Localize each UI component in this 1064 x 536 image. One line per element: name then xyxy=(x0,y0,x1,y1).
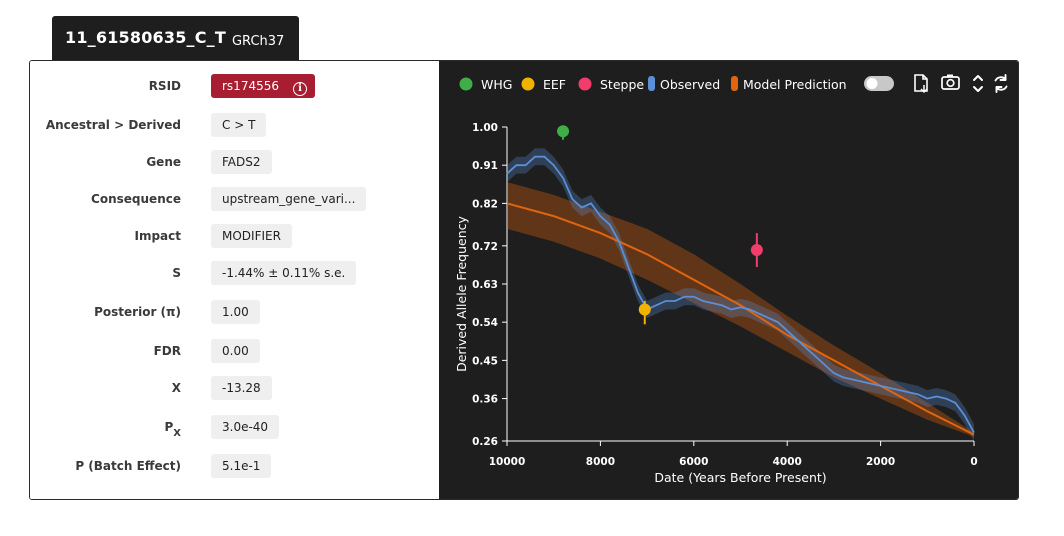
info-row-impact: Impact MODIFIER xyxy=(30,224,439,248)
download-file-icon[interactable] xyxy=(914,74,928,94)
info-row-posterior: Posterior (π) 1.00 xyxy=(30,300,439,324)
expand-collapse-icon[interactable] xyxy=(973,75,983,92)
ancient-point-steppe xyxy=(750,233,763,268)
legend-swatch xyxy=(648,76,655,91)
info-label-s: S xyxy=(172,266,181,280)
legend-label: EEF xyxy=(543,77,566,92)
refresh-icon[interactable] xyxy=(994,74,1008,93)
legend-swatch xyxy=(578,77,592,91)
px-label-main: P xyxy=(164,420,174,434)
legend-label: WHG xyxy=(481,77,512,92)
y-tick-label: 0.54 xyxy=(472,317,498,329)
info-value-impact: MODIFIER xyxy=(211,224,292,248)
info-label-x: X xyxy=(171,381,181,395)
info-value-gene: FADS2 xyxy=(211,150,272,174)
info-label-batch-effect: P (Batch Effect) xyxy=(75,459,181,473)
info-value-consequence: upstream_gene_vari... xyxy=(211,187,367,211)
info-row-batch-effect: P (Batch Effect) 5.1e-1 xyxy=(30,454,439,478)
info-label-fdr: FDR xyxy=(153,344,181,358)
info-row-ancestral-derived: Ancestral > Derived C > T xyxy=(30,113,439,137)
info-row-x: X -13.28 xyxy=(30,376,439,400)
legend-item-eef[interactable]: EEF xyxy=(521,77,567,92)
variant-info-panel: RSID rs174556 i Ancestral > Derived C > T… xyxy=(30,61,439,499)
legend-label: Steppe xyxy=(600,77,644,92)
y-axis-title: Derived Allele Frequency xyxy=(454,215,469,371)
chart-toolbar xyxy=(864,74,1008,94)
x-tick-label: 8000 xyxy=(586,456,615,468)
info-label-consequence: Consequence xyxy=(91,192,181,206)
info-icon[interactable]: i xyxy=(293,82,307,96)
y-tick-label: 0.91 xyxy=(472,160,498,172)
info-row-gene: Gene FADS2 xyxy=(30,150,439,174)
y-tick-label: 0.72 xyxy=(472,241,498,253)
ancient-point-marker xyxy=(638,303,651,316)
info-value-fdr: 0.00 xyxy=(211,339,260,363)
legend-swatch xyxy=(731,76,738,91)
info-label-rsid: RSID xyxy=(148,79,181,93)
info-row-fdr: FDR 0.00 xyxy=(30,339,439,363)
info-row-px: PX 3.0e-40 xyxy=(30,415,439,439)
x-tick-label: 10000 xyxy=(489,456,526,468)
info-label-gene: Gene xyxy=(146,155,181,169)
info-label-posterior: Posterior (π) xyxy=(94,305,181,319)
info-row-rsid: RSID rs174556 i xyxy=(30,74,439,98)
variant-id: 11_61580635_C_T xyxy=(65,28,226,47)
legend-item-steppe[interactable]: Steppe xyxy=(578,77,645,92)
ancient-point-marker xyxy=(750,244,763,257)
legend-label: Model Prediction xyxy=(743,77,847,92)
legend-label: Observed xyxy=(660,77,720,92)
variant-card: RSID rs174556 i Ancestral > Derived C > T… xyxy=(29,60,1019,500)
info-value-ancestral-derived: C > T xyxy=(211,113,267,137)
chart-panel: WHG EEF Steppe Observed Model Prediction xyxy=(439,61,1018,499)
y-tick-label: 0.82 xyxy=(472,198,498,210)
info-value-s: -1.44% ± 0.11% s.e. xyxy=(211,261,357,285)
x-tick-label: 4000 xyxy=(773,456,802,468)
info-row-s: S -1.44% ± 0.11% s.e. xyxy=(30,261,439,285)
info-row-consequence: Consequence upstream_gene_vari... xyxy=(30,187,439,211)
camera-icon[interactable] xyxy=(941,74,960,90)
info-value-posterior: 1.00 xyxy=(211,300,260,324)
legend-swatch xyxy=(521,77,535,91)
variant-tab[interactable]: 11_61580635_C_T GRCh37 xyxy=(52,16,299,60)
legend-item-whg[interactable]: WHG xyxy=(459,77,513,92)
chart-series xyxy=(506,125,975,441)
x-axis-title: Date (Years Before Present) xyxy=(654,470,826,485)
x-tick-label: 0 xyxy=(970,456,977,468)
legend-swatch xyxy=(459,77,473,91)
info-label-impact: Impact xyxy=(134,229,181,243)
y-tick-label: 0.63 xyxy=(472,279,498,291)
ancient-point-eef xyxy=(638,300,651,325)
info-value-px: 3.0e-40 xyxy=(211,415,280,439)
ancient-point-marker xyxy=(557,125,570,138)
px-label-sub: X xyxy=(173,428,181,440)
genome-build: GRCh37 xyxy=(231,34,285,49)
rsid-value: rs174556 xyxy=(222,79,279,93)
x-tick-label: 6000 xyxy=(679,456,708,468)
info-label-px: PX xyxy=(164,415,181,444)
rsid-badge[interactable]: rs174556 i xyxy=(211,74,315,98)
legend-item-observed[interactable]: Observed xyxy=(648,76,720,92)
ancient-point-whg xyxy=(557,125,570,140)
toggle-switch[interactable] xyxy=(864,76,894,91)
chart-axes: 1.00 0.91 0.82 0.72 0.63 0.54 0.45 0.36 0.26 1000… xyxy=(454,122,978,485)
y-tick-label: 0.26 xyxy=(472,436,498,448)
y-tick-label: 1.00 xyxy=(472,122,498,134)
y-tick-label: 0.45 xyxy=(472,355,498,367)
info-value-x: -13.28 xyxy=(211,376,272,400)
allele-frequency-chart: WHG EEF Steppe Observed Model Prediction xyxy=(454,74,1008,485)
x-tick-label: 2000 xyxy=(866,456,895,468)
info-value-batch-effect: 5.1e-1 xyxy=(211,454,272,478)
info-label-ancestral-derived: Ancestral > Derived xyxy=(45,118,181,132)
model-prediction-line xyxy=(506,202,975,436)
y-tick-label: 0.36 xyxy=(472,394,498,406)
chart-legend: WHG EEF Steppe Observed Model Prediction xyxy=(459,76,847,92)
legend-item-model-prediction[interactable]: Model Prediction xyxy=(731,76,847,92)
observed-line xyxy=(506,155,975,433)
